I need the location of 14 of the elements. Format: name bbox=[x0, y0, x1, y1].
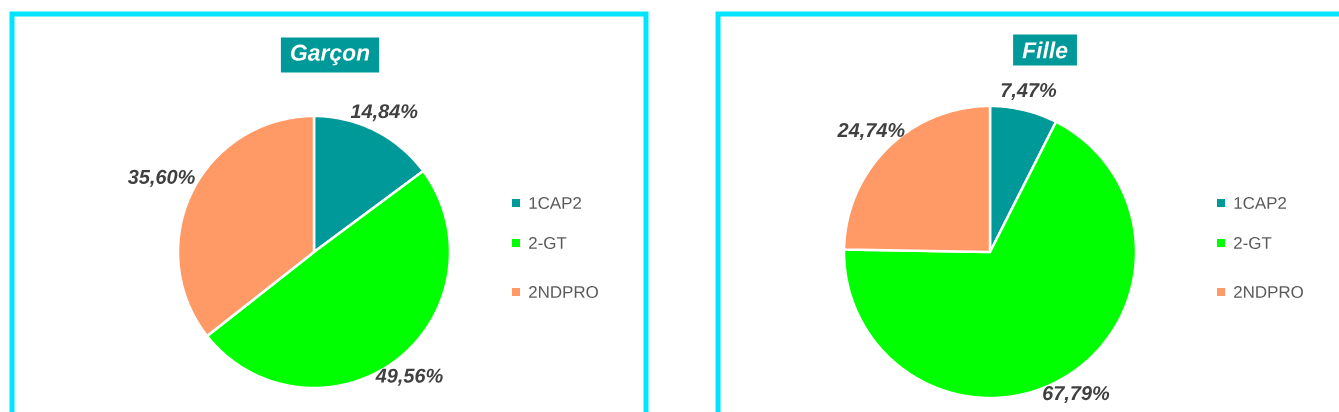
data-label: 7,47% bbox=[1001, 83, 1057, 101]
legend-label: 2NDPRO bbox=[529, 286, 598, 298]
data-label: 14,84% bbox=[350, 104, 418, 122]
legend-label: 1CAP2 bbox=[529, 197, 582, 209]
legend-label: 2-GT bbox=[1234, 237, 1272, 249]
data-label: 24,74% bbox=[837, 123, 905, 141]
data-label: 35,60% bbox=[127, 169, 195, 187]
chart-title: Garçon bbox=[291, 44, 370, 66]
data-label: 49,56% bbox=[375, 368, 443, 386]
data-label: 67,79% bbox=[1043, 386, 1110, 404]
chart-title: Fille bbox=[1022, 41, 1068, 59]
legend-label: 1CAP2 bbox=[1234, 197, 1287, 209]
legend-label: 2-GT bbox=[529, 237, 567, 249]
legend-label: 2NDPRO bbox=[1234, 286, 1303, 298]
